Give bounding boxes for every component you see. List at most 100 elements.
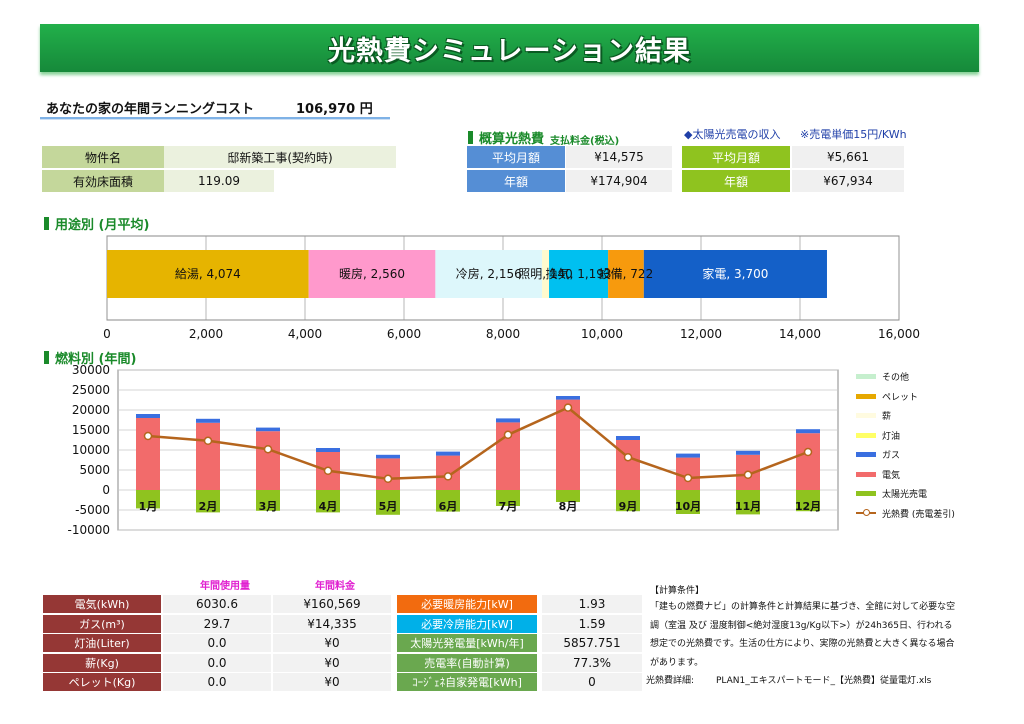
annual-cost-label: あなたの家の年間ランニングコスト — [46, 102, 255, 117]
legend-label: 光熱費 (売電差引) — [882, 509, 955, 520]
usage-data-label: 冷房, 2,156 — [456, 266, 522, 281]
fuel-y-tick: -5000 — [75, 503, 110, 517]
fuel-y-tick: 25000 — [72, 383, 110, 397]
electric-bar — [196, 422, 220, 490]
legend-label: 薪 — [882, 412, 892, 422]
fuel-y-tick: 5000 — [79, 463, 110, 477]
usage-tick-label: 2,000 — [189, 327, 223, 341]
usage-tick-label: 12,000 — [680, 327, 722, 341]
net-cost-point — [623, 452, 633, 462]
usage-row-label: ガス(m³) — [43, 614, 161, 633]
floor-area-label: 有効床面積 — [42, 170, 164, 192]
usage-tick-label: 6,000 — [387, 327, 421, 341]
net-cost-point — [323, 466, 333, 476]
usage-row-cost: ¥14,335 — [273, 614, 391, 633]
fuel-section-title: 燃料別 (年間) — [55, 352, 137, 367]
legend-label: 太陽光売電 — [882, 490, 928, 500]
gas-bar — [736, 450, 760, 455]
usage-col-header: 年間使用量 — [200, 580, 250, 592]
legend-swatch — [856, 471, 876, 477]
page-title: 光熱費シミュレーション結果 — [328, 35, 691, 67]
fuel-chart: 30000 25000 20000 15000 10000 5000 0 -5000 -1000… — [67, 363, 839, 537]
legend-swatch — [856, 374, 876, 379]
usage-tick-label: 16,000 — [878, 327, 920, 341]
usage-data-label: 照明, 140 — [518, 267, 573, 281]
section-marker — [468, 131, 473, 144]
estimate-heading-text: 概算光熱費 — [479, 132, 545, 147]
usage-data-label: 給湯, 4,074 — [175, 267, 241, 281]
net-cost-point — [443, 472, 453, 481]
net-cost-line — [147, 406, 809, 481]
legend-label: ガス — [882, 451, 901, 461]
solar-annual-label: 年額 — [682, 170, 790, 192]
usage-tick-label: 0 — [103, 327, 111, 341]
legend-label: 電気 — [882, 470, 901, 481]
usage-data-label: 暖房, 2,560 — [339, 266, 405, 281]
capacity-row-value: 77.3% — [542, 653, 642, 672]
solar-sale-bar — [616, 490, 640, 512]
fuel-y-tick: 30000 — [72, 363, 110, 377]
net-cost-point — [383, 474, 393, 484]
usage-bar-segment — [549, 250, 609, 298]
cost-col-header: 年間料金 — [315, 580, 355, 592]
legend-item: 光熱費 (売電差引) — [856, 507, 955, 520]
conditions-line: があります。 — [650, 657, 704, 668]
gas-bar — [496, 418, 520, 423]
capacity-row-label: 必要冷房能力[kW] — [397, 614, 537, 633]
usage-data-label: 家電, 3,700 — [702, 266, 768, 281]
usage-section-title: 用途別 (月平均) — [55, 218, 150, 233]
legend-item: 電気 — [856, 468, 900, 481]
fuel-section-heading: 燃料別 (年間) — [44, 348, 136, 367]
usage-row-cost: ¥160,569 — [273, 595, 391, 613]
legend-item: ペレット — [856, 390, 918, 403]
legend-swatch — [856, 393, 876, 399]
solar-note: ※売電単価15円/KWh — [800, 128, 907, 141]
legend-item: 灯油 — [856, 429, 900, 442]
fuel-y-tick: -10000 — [67, 523, 110, 537]
estimate-monthly-value: ¥14,575 — [566, 146, 672, 168]
gas-bar — [556, 396, 580, 400]
solar-sale-bar — [496, 490, 520, 506]
usage-bar-segment — [107, 250, 309, 298]
gas-bar — [436, 451, 460, 456]
usage-row-label: 灯油(Liter) — [43, 634, 161, 652]
capacity-row-label: ｺｰｼﾞｪﾈ自家発電[kWh] — [397, 673, 537, 691]
usage-row-amount: 0.0 — [163, 653, 271, 672]
section-marker — [44, 351, 49, 364]
estimate-annual-value: ¥174,904 — [566, 170, 672, 192]
legend-swatch — [856, 452, 876, 457]
gas-bar — [376, 454, 400, 459]
legend-label: その他 — [882, 373, 910, 383]
usage-bar-segment — [435, 250, 543, 298]
section-marker — [44, 217, 49, 230]
fuel-x-label: 1月 — [139, 500, 158, 513]
usage-row-amount: 29.7 — [163, 614, 271, 633]
usage-row-cost: ¥0 — [273, 673, 391, 691]
estimate-subheading: 支払料金(税込) — [550, 135, 620, 147]
conditions-heading: 【計算条件】 — [650, 586, 705, 596]
usage-bar-segment — [643, 250, 827, 298]
fuel-y-tick: 10000 — [72, 443, 110, 457]
usage-tick-label: 10,000 — [581, 327, 623, 341]
usage-row-cost: ¥0 — [273, 634, 391, 652]
gas-bar — [796, 429, 820, 434]
net-cost-point — [563, 403, 573, 412]
electric-bar — [256, 431, 280, 490]
estimate-heading: 概算光熱費 支払料金(税込) — [468, 128, 619, 147]
solar-sale-bar — [316, 490, 340, 513]
fuel-x-label: 7月 — [499, 500, 518, 513]
estimate-annual-label: 年額 — [467, 170, 565, 192]
fuel-x-label: 3月 — [259, 500, 278, 513]
capacity-row-value: 1.59 — [542, 614, 642, 633]
property-name-label: 物件名 — [42, 146, 164, 168]
capacity-row-value: 5857.751 — [542, 634, 642, 652]
solar-sale-bar — [796, 490, 820, 512]
usage-data-label: 設備, 722 — [599, 266, 654, 281]
gas-bar — [136, 414, 160, 418]
solar-heading: ◆太陽光売電の収入 — [684, 128, 781, 141]
solar-sale-bar — [256, 490, 280, 511]
usage-bar-segment — [608, 250, 644, 298]
fuel-x-label: 5月 — [379, 500, 398, 513]
net-cost-point — [143, 431, 153, 441]
usage-data-label: 換気, 1,193 — [546, 266, 612, 281]
